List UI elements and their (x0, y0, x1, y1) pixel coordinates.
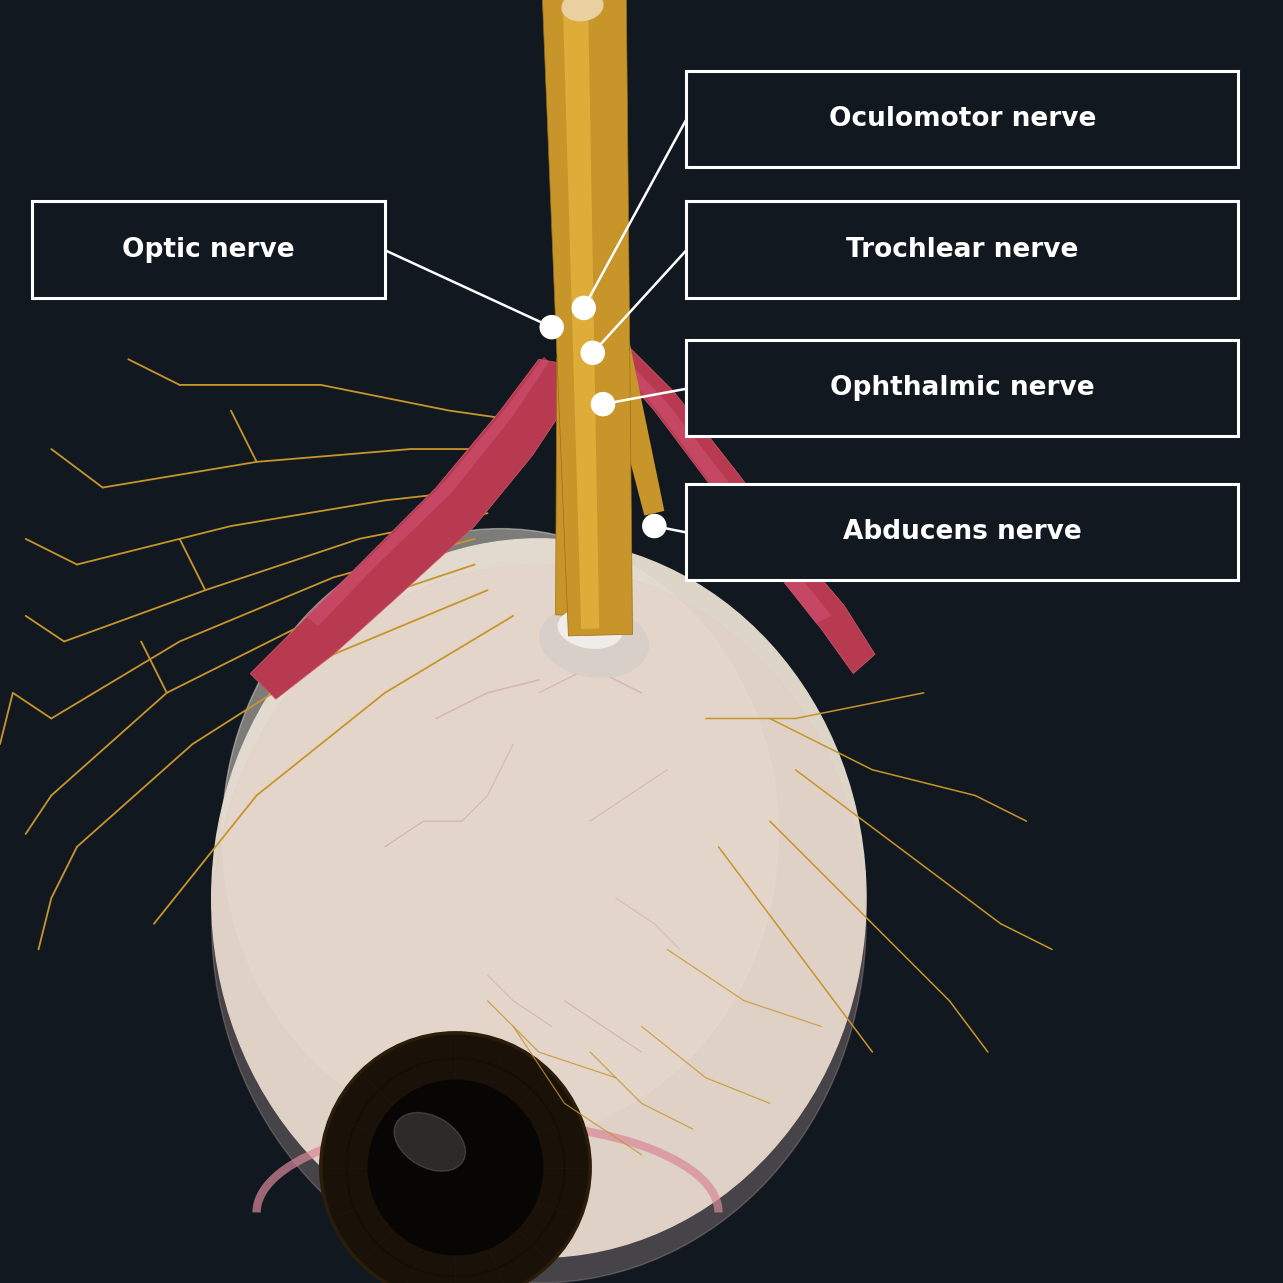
Circle shape (540, 316, 563, 339)
Circle shape (643, 514, 666, 538)
Polygon shape (616, 357, 831, 624)
Polygon shape (562, 0, 599, 629)
FancyBboxPatch shape (686, 340, 1238, 436)
Text: Optic nerve: Optic nerve (122, 236, 295, 263)
FancyBboxPatch shape (32, 201, 385, 298)
Ellipse shape (212, 565, 866, 1283)
Ellipse shape (394, 1112, 466, 1171)
Circle shape (581, 341, 604, 364)
Text: Ophthalmic nerve: Ophthalmic nerve (830, 375, 1094, 402)
Ellipse shape (540, 606, 648, 677)
Circle shape (321, 1033, 590, 1283)
Polygon shape (250, 359, 575, 699)
FancyBboxPatch shape (686, 484, 1238, 580)
Polygon shape (541, 0, 633, 636)
Ellipse shape (558, 609, 622, 648)
Circle shape (591, 393, 615, 416)
Ellipse shape (562, 0, 603, 21)
Polygon shape (609, 349, 875, 674)
Polygon shape (556, 358, 629, 617)
Ellipse shape (212, 539, 866, 1257)
Text: Abducens nerve: Abducens nerve (843, 518, 1082, 545)
Polygon shape (594, 317, 665, 516)
Polygon shape (305, 357, 549, 626)
FancyBboxPatch shape (686, 71, 1238, 167)
Circle shape (368, 1080, 543, 1255)
Ellipse shape (222, 529, 779, 1139)
Text: Oculomotor nerve: Oculomotor nerve (829, 105, 1096, 132)
FancyBboxPatch shape (686, 201, 1238, 298)
Circle shape (572, 296, 595, 319)
Text: Trochlear nerve: Trochlear nerve (845, 236, 1079, 263)
